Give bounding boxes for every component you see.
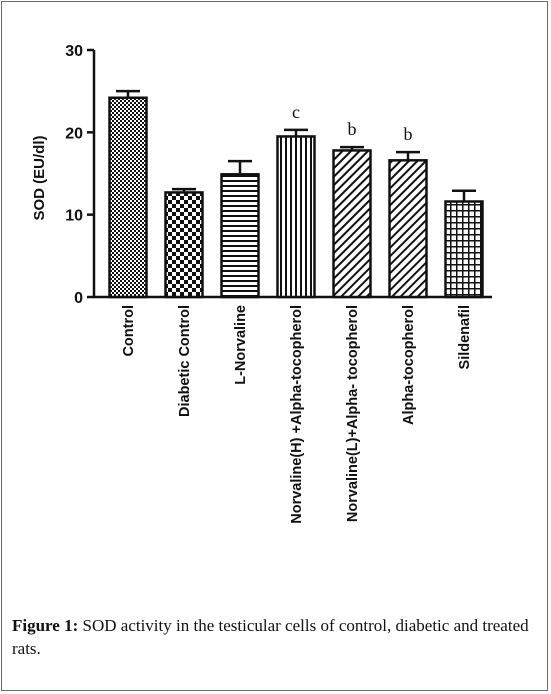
y-tick-label: 0 — [74, 290, 83, 307]
significance-letters: c b b — [292, 102, 413, 144]
figure-caption: Figure 1: SOD activity in the testicular… — [12, 614, 542, 660]
x-tick-label: L-Norvaline — [233, 305, 249, 385]
bar — [444, 200, 484, 299]
significance-letter: b — [404, 124, 413, 144]
error-bars — [116, 89, 476, 202]
x-tick-labels: Control Diabetic Control L-Norvaline Norval… — [121, 305, 473, 524]
x-tick-label: Sildenafil — [457, 305, 473, 369]
x-tick-label: Diabetic Control — [177, 305, 193, 417]
bar — [164, 191, 204, 299]
y-tick-label: 10 — [65, 208, 83, 225]
caption-label: Figure 1: — [12, 616, 79, 635]
bar — [276, 135, 316, 299]
x-tick-label: Alpha-tocopherol — [401, 305, 417, 425]
bar — [332, 149, 372, 299]
x-tick-label: Norvaline(L)+Alpha- tocopherol — [345, 305, 361, 522]
y-axis-label: SOD (EU/dl) — [31, 135, 48, 220]
significance-letter: c — [292, 102, 300, 122]
x-tick-label: Control — [121, 305, 137, 357]
caption-text: SOD activity in the testicular cells of … — [12, 616, 529, 658]
bar — [388, 159, 428, 299]
y-tick-label: 20 — [65, 125, 83, 142]
bars — [108, 96, 484, 299]
x-tick-label: Norvaline(H) +Alpha-tocopherol — [289, 305, 305, 524]
bar — [220, 173, 260, 299]
significance-letter: b — [348, 119, 357, 139]
bar — [108, 96, 148, 299]
y-tick-label: 30 — [65, 43, 83, 60]
